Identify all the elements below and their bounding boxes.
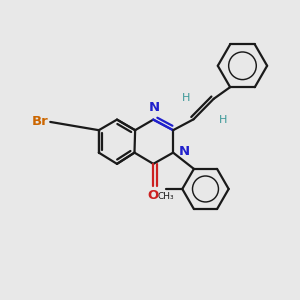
Text: H: H (182, 93, 190, 103)
Text: Br: Br (32, 115, 49, 128)
Text: CH₃: CH₃ (158, 192, 174, 201)
Text: H: H (219, 115, 227, 125)
Text: O: O (148, 189, 159, 202)
Text: N: N (149, 101, 160, 114)
Text: N: N (179, 145, 190, 158)
